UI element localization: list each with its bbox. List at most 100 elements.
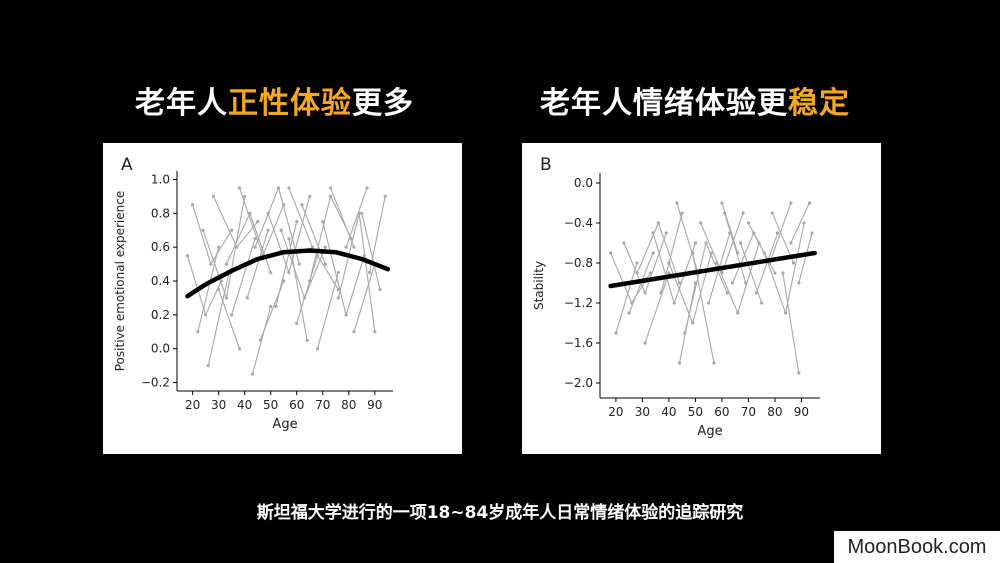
chart-a-trajectory-line xyxy=(301,204,326,265)
chart-b-data-point xyxy=(691,251,695,255)
chart-a-y-tick-label: 1.0 xyxy=(151,172,170,186)
chart-b-trajectory-line xyxy=(782,272,800,374)
chart-b-data-point xyxy=(754,291,758,295)
chart-a-x-tick-label: 40 xyxy=(237,398,252,412)
chart-a-data-point xyxy=(209,262,213,266)
chart-a-trajectory-line xyxy=(288,187,313,248)
chart-a-trajectory-line xyxy=(345,187,368,248)
chart-a-data-point xyxy=(243,194,247,198)
chart-b-y-tick-label: −2.0 xyxy=(564,376,593,390)
chart-b-data-point xyxy=(677,361,682,365)
chart-a-trajectory-line xyxy=(246,230,269,299)
chart-a-trajectory-line xyxy=(251,306,272,375)
chart-b-data-point xyxy=(622,241,626,245)
chart-a-data-point xyxy=(196,330,200,334)
chart-a-trajectory-line xyxy=(275,221,298,307)
site-watermark: MoonBook.com xyxy=(834,531,1000,563)
chart-a-data-point xyxy=(344,313,348,317)
chart-a-data-point xyxy=(230,228,234,232)
chart-a-data-point xyxy=(308,279,312,283)
chart-a-y-tick-label: 0.8 xyxy=(151,206,170,220)
chart-a-data-point xyxy=(269,304,273,308)
chart-a-data-point xyxy=(256,220,260,224)
chart-b-data-point xyxy=(783,311,788,315)
chart-a-x-tick-label: 50 xyxy=(263,398,278,412)
chart-b-data-point xyxy=(651,251,655,255)
heading-left-post: 更多 xyxy=(352,86,414,121)
chart-a-trajectory-line xyxy=(322,221,365,317)
chart-b-trajectory-line xyxy=(763,222,805,316)
chart-panel-b: −2.0 −1.6 −1.2 −0.8 −0.4 0.0 20 30 40 50 60 70 80 90 A… xyxy=(522,143,881,454)
chart-a-data-point xyxy=(237,186,242,190)
chart-a-trajectory-line xyxy=(353,263,376,332)
chart-a-trajectory-line xyxy=(330,187,355,248)
chart-a-data-point xyxy=(367,270,372,275)
chart-a-data-point xyxy=(373,330,377,334)
chart-b-data-point xyxy=(643,291,647,295)
chart-b-data-point xyxy=(680,211,684,215)
chart-b-data-point xyxy=(736,311,740,315)
chart-a-data-point xyxy=(237,347,242,351)
chart-b-y-tick-label: −0.8 xyxy=(564,256,593,270)
chart-b-data-point xyxy=(738,241,743,245)
chart-b-x-tick-label: 80 xyxy=(767,405,782,419)
chart-a-data-point xyxy=(276,186,281,190)
chart-b-trajectory-line xyxy=(790,202,810,244)
heading-right-highlight: 稳定 xyxy=(788,86,850,121)
chart-b-trend-line xyxy=(608,250,817,289)
chart-a-data-point xyxy=(274,304,278,308)
chart-a-data-point xyxy=(310,245,314,249)
chart-a-data-point xyxy=(297,262,301,266)
chart-a-data-point xyxy=(344,245,348,249)
chart-b-trajectory-line xyxy=(771,212,795,264)
chart-a-x-tick-label: 90 xyxy=(367,398,382,412)
chart-b-y-tick-label: 0.0 xyxy=(574,176,593,190)
chart-a-x-tick-label: 80 xyxy=(341,398,356,412)
chart-b-x-tick-label: 70 xyxy=(741,405,756,419)
chart-b-data-point xyxy=(730,281,735,285)
chart-b-x-tick-label: 60 xyxy=(714,405,729,419)
chart-a-data-point xyxy=(217,245,221,249)
chart-b-data-point xyxy=(746,221,751,225)
chart-b-y-tick-label: −1.6 xyxy=(564,336,593,350)
chart-a-data-point xyxy=(287,270,291,275)
chart-a-data-point xyxy=(185,254,190,258)
chart-a-trajectory-line xyxy=(207,272,230,366)
chart-b-data-point xyxy=(791,261,796,265)
chart-a-data-point xyxy=(352,330,356,334)
chart-b-trajectory-line xyxy=(615,262,638,334)
chart-a-data-point xyxy=(235,245,239,249)
chart-a-panel-letter: A xyxy=(121,155,133,175)
chart-a-data-point xyxy=(245,296,249,300)
chart-a-data-point xyxy=(204,313,208,317)
chart-b-x-tick-label: 30 xyxy=(635,405,650,419)
chart-a-data-point xyxy=(383,194,387,198)
chart-b-data-point xyxy=(643,341,647,345)
chart-b-trajectory-line xyxy=(644,272,670,344)
chart-b-data-point xyxy=(704,241,708,245)
chart-a-trajectory-line xyxy=(369,196,386,273)
chart-b-data-point xyxy=(667,271,671,275)
chart-b-data-point xyxy=(693,281,698,285)
chart-b-data-point xyxy=(736,251,740,255)
chart-b-x-axis-label: Age xyxy=(697,424,722,439)
chart-a-data-point xyxy=(206,364,210,368)
chart-a-data-point xyxy=(336,296,340,300)
chart-b-trajectory-line xyxy=(724,212,747,284)
chart-b-trajectory-line xyxy=(798,232,813,284)
chart-a-data-point xyxy=(224,296,229,300)
chart-a-y-tick-label: 0.6 xyxy=(151,240,170,254)
chart-b-data-point xyxy=(744,281,748,285)
chart-b-trajectory-line xyxy=(660,212,683,294)
chart-b-trajectory-line xyxy=(721,202,739,254)
chart-b-data-point xyxy=(664,231,668,235)
heading-positive-experience: 老年人正性体验更多 xyxy=(135,78,414,122)
chart-b-trajectory-line xyxy=(755,232,779,294)
chart-b-trajectory-line xyxy=(610,252,651,305)
chart-b-data-point xyxy=(725,291,729,295)
chart-b-data-point xyxy=(762,251,766,255)
chart-b-y-tick-label: −0.4 xyxy=(564,216,593,230)
chart-b-y-tick-label: −1.2 xyxy=(564,296,593,310)
chart-a-x-tick-label: 30 xyxy=(211,398,226,412)
chart-b-data-point xyxy=(707,301,711,305)
